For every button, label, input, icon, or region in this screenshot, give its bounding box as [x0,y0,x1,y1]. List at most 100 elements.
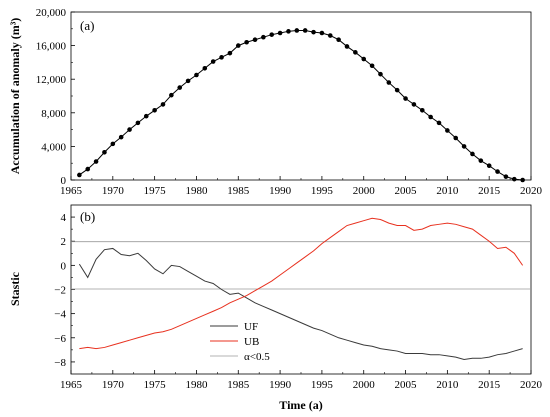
accumulation-point [461,144,467,149]
panel-b-y-tick-label: −8 [54,357,66,369]
panel-b-x-tick-label: 2005 [395,379,418,391]
panel-a-y-tick-label: 0 [61,175,67,187]
accumulation-point [361,56,367,62]
panel-a-x-tick-label: 1995 [311,185,334,197]
accumulation-point [495,169,500,174]
panel-b-plot-frame [70,204,532,375]
panel-b-x-tick-label: 2000 [353,379,376,391]
accumulation-point [453,135,459,141]
accumulation-point [486,163,492,169]
accumulation-point [436,120,442,126]
accumulation-point [269,32,275,37]
ub-line [79,217,524,350]
panel-b-y-tick-label: 0 [61,260,67,272]
accumulation-point [344,44,350,49]
panel-b-x-axis-title: Time (a) [279,398,322,412]
accumulation-point [160,102,166,107]
legend-label-0: UF [244,321,258,333]
accumulation-point [177,85,183,90]
accumulation-point [445,128,450,133]
accumulation-point [77,172,82,178]
accumulation-point [511,176,517,182]
panel-b-y-tick-label: 2 [61,236,67,248]
accumulation-point [311,29,316,35]
legend-label-2: α<0.5 [244,351,270,363]
accumulation-point [194,72,199,78]
accumulation-point [110,141,116,147]
panel-b-series [71,217,531,361]
panel-b-x-tick-label: 1975 [144,379,167,391]
panel-b-y-tick-label: −4 [54,309,66,321]
accumulation-point [428,114,433,120]
panel-a-x-tick-label: 2010 [436,185,459,197]
accumulation-point [219,55,224,60]
accumulation-point [143,113,149,119]
panel-a: (a) Accumulation of anomaly (m³) 1965 197… [8,7,543,197]
accumulation-point [127,127,132,132]
panel-b-x-tick-label: 2015 [478,379,501,391]
panel-a-x-tick-label: 2000 [353,185,376,197]
panel-b-y-tick-label: 4 [61,212,67,224]
panel-b-legend: UF UB α<0.5 [210,321,270,363]
legend-label-1: UB [244,336,259,348]
panel-b-x-tick-label: 1965 [60,379,83,391]
accumulation-point [244,39,249,45]
panel-b-y-tick-label: −6 [54,333,66,345]
panel-b-x-tick-label: 2020 [520,379,543,391]
accumulation-point [369,63,375,69]
panel-a-x-tick-label: 2005 [395,185,418,197]
accumulation-point [336,37,341,43]
accumulation-point [386,80,392,85]
accumulation-point [520,177,525,183]
accumulation-point [319,30,325,36]
panel-a-series [77,28,525,183]
accumulation-point [403,96,408,101]
panel-b-x-tick-label: 1980 [185,379,208,391]
accumulation-point [210,59,216,64]
panel-b-ticks: 1965 1970 1975 1980 1985 1990 1995 2000 2005 2010… [54,212,542,391]
panel-a-y-tick-label: 8,000 [41,108,66,120]
panel-a-x-tick-label: 1985 [227,185,250,197]
accumulation-point [419,107,425,113]
panel-b-x-tick-label: 1985 [227,379,250,391]
panel-a-x-tick-label: 1990 [269,185,292,197]
panel-a-y-tick-label: 20,000 [36,7,67,19]
accumulation-point [294,28,300,33]
accumulation-point [202,65,208,71]
accumulation-point [252,37,258,43]
panel-a-x-tick-label: 1975 [144,185,167,197]
accumulation-point [118,134,124,140]
panel-b-label: (b) [80,209,95,224]
accumulation-point [411,102,417,107]
accumulation-point [327,33,333,38]
accumulation-point [503,174,509,179]
panel-b: (b) Stastic Time (a) 1965 1970 1975 1980 198… [8,204,543,412]
accumulation-line [79,29,523,181]
accumulation-point [85,166,91,172]
accumulation-point [378,71,383,77]
accumulation-point [169,92,174,98]
panel-b-y-axis-title: Stastic [8,271,22,306]
panel-a-plot-frame [70,11,532,181]
accumulation-point [394,87,400,93]
panel-a-y-tick-label: 12,000 [36,74,67,86]
panel-a-x-tick-label: 1970 [102,185,125,197]
panel-a-x-tick-label: 1980 [185,185,208,197]
panel-a-y-tick-label: 4,000 [41,141,66,153]
accumulation-point [353,50,358,55]
accumulation-point [235,43,241,48]
uf-line [78,247,523,361]
accumulation-point [470,151,475,157]
accumulation-point [478,158,484,163]
panel-a-label: (a) [80,18,94,33]
accumulation-point [93,159,99,164]
accumulation-point [277,30,283,36]
accumulation-point [185,78,191,84]
accumulation-point [227,50,233,56]
panel-b-x-tick-label: 1970 [102,379,125,391]
accumulation-point [261,34,266,40]
panel-a-x-tick-label: 1965 [60,185,83,197]
accumulation-point [286,29,291,34]
accumulation-point [102,149,107,155]
